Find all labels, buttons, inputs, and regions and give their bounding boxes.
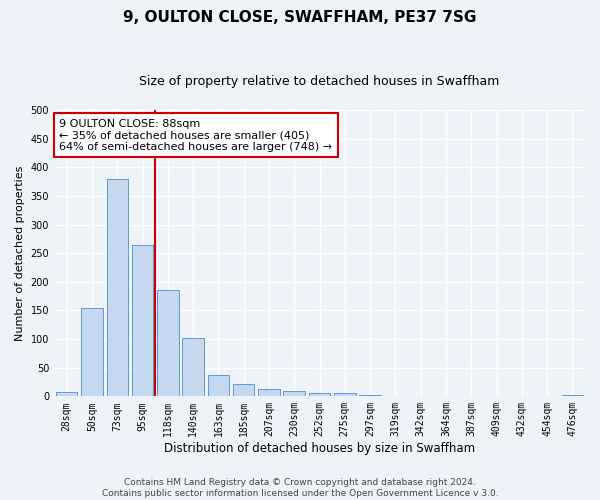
Y-axis label: Number of detached properties: Number of detached properties bbox=[15, 166, 25, 341]
Text: Contains HM Land Registry data © Crown copyright and database right 2024.
Contai: Contains HM Land Registry data © Crown c… bbox=[101, 478, 499, 498]
Bar bbox=[107, 178, 128, 396]
Bar bbox=[56, 392, 77, 396]
Bar bbox=[258, 389, 280, 396]
Bar bbox=[208, 375, 229, 396]
Bar bbox=[157, 290, 179, 397]
Bar bbox=[334, 394, 356, 396]
Bar bbox=[233, 384, 254, 396]
Bar bbox=[359, 395, 381, 396]
Bar bbox=[132, 244, 153, 396]
Bar bbox=[562, 395, 583, 396]
Text: 9 OULTON CLOSE: 88sqm
← 35% of detached houses are smaller (405)
64% of semi-det: 9 OULTON CLOSE: 88sqm ← 35% of detached … bbox=[59, 118, 332, 152]
Bar bbox=[283, 391, 305, 396]
X-axis label: Distribution of detached houses by size in Swaffham: Distribution of detached houses by size … bbox=[164, 442, 475, 455]
Bar bbox=[81, 308, 103, 396]
Title: Size of property relative to detached houses in Swaffham: Size of property relative to detached ho… bbox=[139, 75, 500, 88]
Text: 9, OULTON CLOSE, SWAFFHAM, PE37 7SG: 9, OULTON CLOSE, SWAFFHAM, PE37 7SG bbox=[124, 10, 476, 25]
Bar bbox=[182, 338, 204, 396]
Bar bbox=[309, 393, 330, 396]
